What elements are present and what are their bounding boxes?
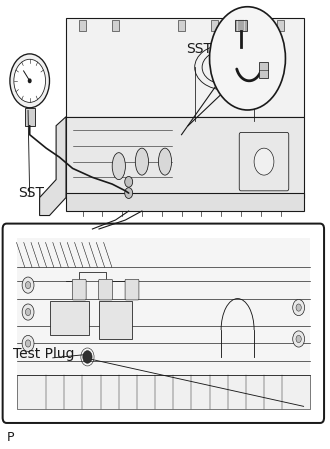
Ellipse shape bbox=[135, 148, 148, 175]
Circle shape bbox=[293, 331, 305, 347]
Bar bbox=[16, 238, 310, 409]
Ellipse shape bbox=[158, 148, 172, 175]
Text: SST: SST bbox=[18, 186, 44, 200]
Bar bbox=[178, 20, 185, 31]
Polygon shape bbox=[40, 117, 66, 216]
Bar bbox=[66, 193, 304, 211]
Circle shape bbox=[25, 340, 31, 347]
Circle shape bbox=[254, 148, 274, 175]
Circle shape bbox=[296, 304, 301, 311]
Bar bbox=[79, 20, 86, 31]
Bar bbox=[99, 301, 132, 339]
Circle shape bbox=[83, 351, 92, 363]
FancyBboxPatch shape bbox=[239, 132, 289, 191]
Bar bbox=[259, 62, 268, 78]
Circle shape bbox=[125, 188, 133, 198]
Bar bbox=[211, 20, 218, 31]
Circle shape bbox=[25, 308, 31, 316]
Bar bbox=[50, 301, 89, 335]
Circle shape bbox=[293, 299, 305, 316]
FancyBboxPatch shape bbox=[72, 279, 86, 300]
Circle shape bbox=[22, 304, 34, 320]
Bar bbox=[244, 20, 251, 31]
FancyBboxPatch shape bbox=[99, 279, 113, 300]
Circle shape bbox=[125, 176, 133, 187]
Polygon shape bbox=[66, 117, 304, 198]
Circle shape bbox=[22, 277, 34, 293]
Bar bbox=[16, 375, 310, 409]
Ellipse shape bbox=[112, 153, 125, 180]
Circle shape bbox=[28, 79, 31, 83]
Text: SST: SST bbox=[186, 42, 213, 56]
FancyBboxPatch shape bbox=[125, 279, 139, 300]
Circle shape bbox=[296, 335, 301, 343]
Circle shape bbox=[25, 282, 31, 289]
Circle shape bbox=[10, 54, 50, 108]
Circle shape bbox=[210, 7, 285, 110]
Circle shape bbox=[14, 59, 46, 102]
Bar bbox=[112, 20, 119, 31]
Bar bbox=[277, 20, 284, 31]
FancyBboxPatch shape bbox=[3, 224, 324, 423]
Text: Test Plug: Test Plug bbox=[13, 348, 75, 361]
Polygon shape bbox=[66, 18, 304, 117]
Bar bbox=[25, 108, 35, 126]
Bar bbox=[235, 20, 247, 31]
Circle shape bbox=[22, 335, 34, 352]
Text: P: P bbox=[7, 431, 14, 444]
